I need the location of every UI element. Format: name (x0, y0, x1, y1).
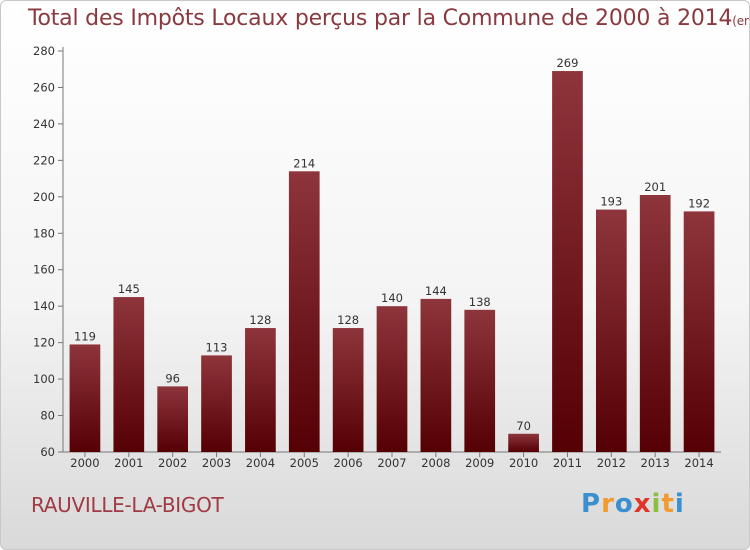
bar-2014 (683, 211, 715, 452)
x-tick-label: 2008 (421, 456, 450, 470)
bar-2013 (639, 194, 671, 452)
x-tick-label: 2012 (597, 456, 626, 470)
x-tick-label: 2005 (290, 456, 319, 470)
proxiti-logo[interactable]: Proxiti (581, 489, 685, 519)
value-label-2007: 140 (381, 291, 403, 305)
chart-title-text: Total des Impôts Locaux perçus par la Co… (28, 6, 733, 31)
logo-letter: i (651, 489, 662, 519)
value-label-2002: 96 (165, 371, 180, 385)
x-tick-label: 2011 (553, 456, 582, 470)
x-tick-label: 2006 (333, 456, 362, 470)
logo-letter: o (614, 489, 634, 519)
bars (69, 71, 715, 453)
value-label-2001: 145 (118, 282, 140, 296)
y-tick-label: 280 (33, 44, 55, 58)
bar-2001 (113, 297, 145, 452)
x-tick-label: 2000 (70, 456, 99, 470)
value-label-2014: 192 (688, 196, 710, 210)
value-label-2005: 214 (293, 156, 315, 170)
y-tick-label: 100 (33, 372, 55, 386)
bar-2012 (595, 209, 627, 452)
x-tick-label: 2002 (158, 456, 187, 470)
value-label-2013: 201 (644, 180, 666, 194)
y-tick-label: 220 (33, 153, 55, 167)
bar-2006 (332, 328, 364, 452)
y-tick-label: 180 (33, 226, 55, 240)
logo-letter: i (674, 489, 685, 519)
x-tick-label: 2004 (246, 456, 275, 470)
logo-letter: P (581, 489, 602, 519)
value-label-2011: 269 (556, 56, 578, 70)
y-tick-label: 160 (33, 263, 55, 277)
y-tick-label: 260 (33, 80, 55, 94)
x-tick-label: 2010 (509, 456, 538, 470)
axes: 60 80 100 120 140 160 180 200 220 240 260 280 (33, 44, 721, 459)
y-tick-label: 120 (33, 336, 55, 350)
x-tick-label: 2009 (465, 456, 494, 470)
bar-2003 (201, 355, 232, 452)
bar-2010 (508, 433, 539, 452)
value-label-2003: 113 (206, 340, 228, 354)
x-tick-label: 2013 (641, 456, 670, 470)
chart-title: Total des Impôts Locaux perçus par la Co… (28, 6, 750, 31)
value-label-2010: 70 (516, 419, 531, 433)
bar-2008 (420, 298, 452, 452)
commune-name: RAUVILLE-LA-BIGOT (31, 493, 224, 517)
y-tick-label: 200 (33, 190, 55, 204)
bar-2007 (376, 306, 408, 452)
x-tick-label: 2014 (684, 456, 713, 470)
logo-letter: r (601, 489, 615, 519)
labels: 2000 119 2001 145 2002 96 2003 113 2004 128 2005 21… (70, 56, 713, 470)
bar-2009 (464, 309, 496, 452)
logo-letter: t (661, 489, 675, 519)
logo-letter: x (633, 489, 652, 519)
bar-2005 (288, 171, 320, 453)
value-label-2006: 128 (337, 313, 359, 327)
x-tick-label: 2001 (114, 456, 143, 470)
chart-unit: (en milliers d'€) (732, 14, 750, 28)
bar-2011 (552, 71, 583, 453)
bar-2002 (157, 386, 189, 452)
value-label-2008: 144 (425, 284, 447, 298)
value-label-2012: 193 (600, 195, 622, 209)
bar-2004 (245, 328, 276, 452)
y-tick-label: 240 (33, 117, 55, 131)
y-tick-label: 140 (33, 299, 55, 313)
value-label-2004: 128 (249, 313, 271, 327)
y-tick-label: 60 (40, 445, 55, 459)
x-tick-label: 2007 (377, 456, 406, 470)
bar-2000 (69, 344, 101, 452)
y-tick-label: 80 (40, 409, 55, 423)
value-label-2009: 138 (469, 295, 491, 309)
x-tick-label: 2003 (202, 456, 231, 470)
value-label-2000: 119 (74, 329, 96, 343)
